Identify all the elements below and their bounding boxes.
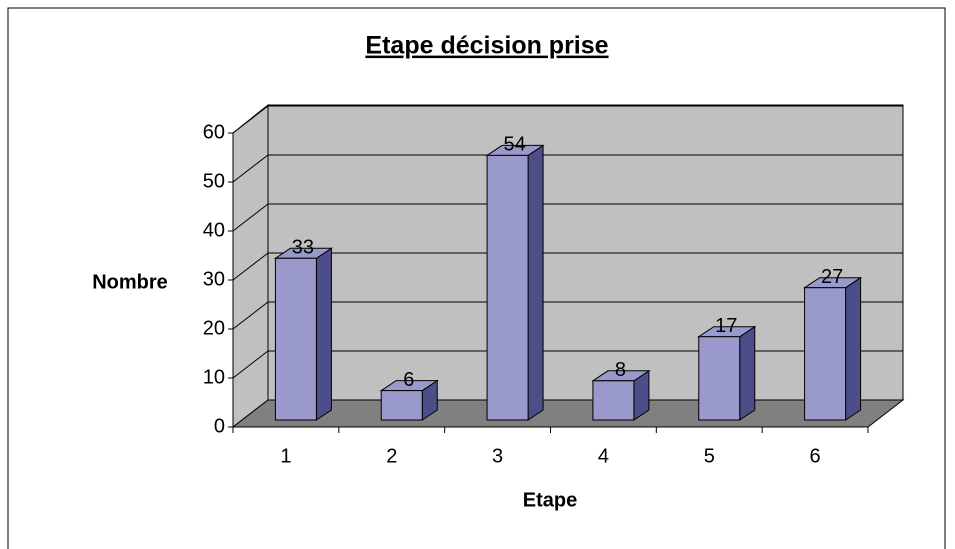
- y-tick-label: 10: [203, 366, 225, 388]
- bar-side: [527, 144, 544, 421]
- x-tick-label: 3: [492, 445, 503, 467]
- x-tick-label: 4: [598, 445, 609, 467]
- grid-line: [232, 252, 269, 281]
- x-tick-label: 2: [386, 445, 397, 467]
- data-label: 6: [403, 369, 414, 391]
- grid-line: [232, 105, 269, 134]
- bar: [804, 287, 847, 421]
- grid-line: [232, 154, 269, 183]
- data-label: 17: [715, 315, 737, 337]
- data-label: 33: [292, 237, 314, 259]
- data-label: 54: [503, 134, 525, 156]
- chart-title: Etape décision prise: [365, 32, 608, 60]
- bar: [592, 380, 635, 421]
- x-axis-label: Etape: [523, 489, 577, 511]
- y-tick-label: 50: [203, 170, 225, 192]
- x-tick-label: 5: [704, 445, 715, 467]
- bar: [274, 257, 317, 421]
- grid-line: [232, 301, 269, 330]
- bar: [486, 154, 529, 421]
- floor: [231, 399, 905, 428]
- bar-side: [739, 325, 756, 421]
- bar-side: [315, 247, 332, 421]
- y-tick-label: 60: [203, 121, 225, 143]
- y-axis-label: Nombre: [92, 271, 168, 293]
- x-tick-label: 6: [810, 445, 821, 467]
- bar: [380, 390, 423, 421]
- data-label: 27: [821, 266, 843, 288]
- bar: [698, 336, 741, 421]
- grid-line: [232, 203, 269, 232]
- y-tick-label: 40: [203, 219, 225, 241]
- x-tick-label: 1: [280, 445, 291, 467]
- y-tick-label: 20: [203, 317, 225, 339]
- data-label: 8: [615, 359, 626, 381]
- bar-side: [845, 276, 862, 421]
- chart-frame: [7, 7, 946, 549]
- y-tick-label: 0: [214, 415, 225, 437]
- y-tick-label: 30: [203, 268, 225, 290]
- grid-line: [232, 350, 269, 379]
